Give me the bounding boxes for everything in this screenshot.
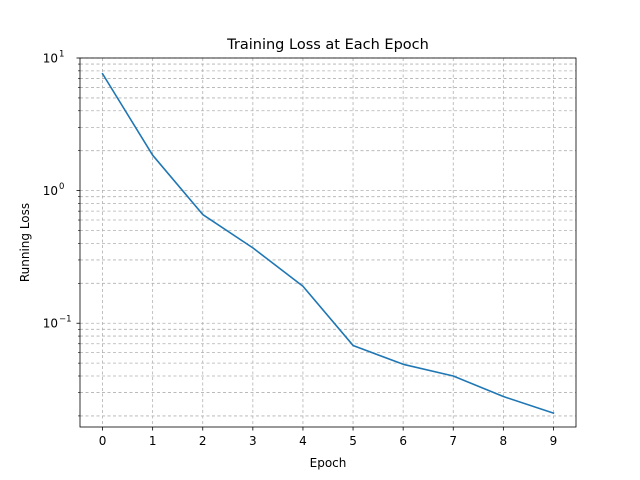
y-tick-label: 10 −1 [43,315,72,331]
chart-title: Training Loss at Each Epoch [226,37,429,53]
y-tick-base: 10 [43,184,58,198]
y-tick-base: 10 [43,317,58,331]
x-tick-label: 6 [399,434,407,448]
y-tick-exponent: 1 [59,50,64,60]
axes-frame [79,57,577,428]
x-tick-label: 1 [149,434,157,448]
x-tick-label: 7 [449,434,457,448]
y-tick-label: 10 0 [43,182,65,198]
x-tick-label: 2 [199,434,207,448]
x-tick-label: 9 [550,434,558,448]
y-tick-exponent: −1 [59,315,72,325]
plot-area [101,72,555,415]
x-tick-label: 5 [349,434,357,448]
x-tick-label: 3 [249,434,257,448]
series-line [101,72,555,415]
y-tick-base: 10 [43,52,58,66]
grid [80,57,576,427]
x-tick-label: 4 [299,434,307,448]
x-axis-label: Epoch [310,456,347,470]
x-tick-label: 0 [99,434,107,448]
y-tick-exponent: 0 [59,182,64,192]
y-axis-label: Running Loss [18,203,32,282]
y-tick-label: 10 1 [43,50,65,66]
x-tick-label: 8 [500,434,508,448]
x-axis: 0 1 2 3 4 5 6 7 8 9 [99,427,558,448]
